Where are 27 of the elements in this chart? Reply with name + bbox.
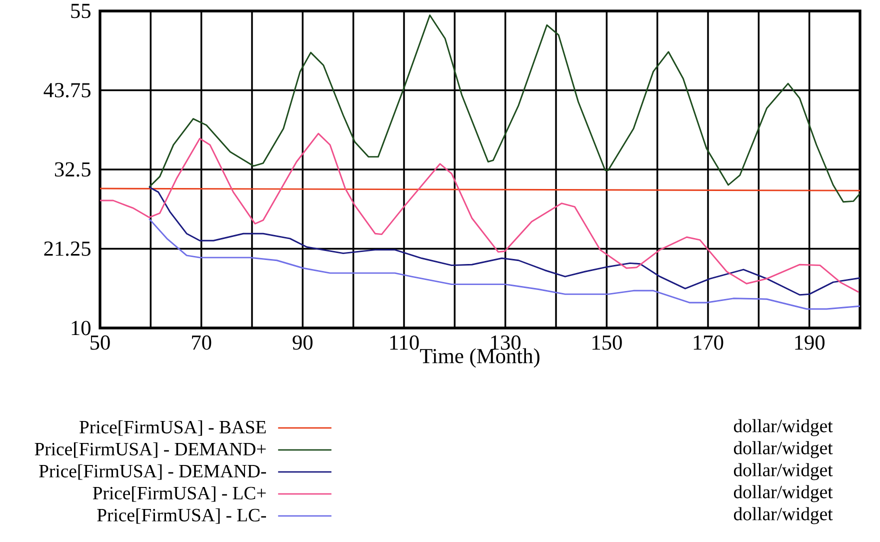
text: dollar/widget	[734, 485, 833, 502]
text: dollar/widget	[734, 463, 833, 480]
y-tick-label: 55	[71, 4, 90, 18]
text: dollar/widget	[734, 441, 833, 458]
legend-label: Price[FirmUSA] - LC+	[92, 486, 266, 502]
legend-label: Price[FirmUSA] - DEMAND-	[39, 464, 266, 480]
x-tick-label: 50	[90, 335, 110, 350]
text: dollar/widget	[734, 419, 833, 436]
y-tick-label: 10	[72, 320, 90, 336]
x-tick-label: 70	[192, 335, 212, 350]
line-series	[148, 14, 860, 203]
x-tick-label: 90	[292, 335, 313, 350]
x-tick-label: 110	[390, 335, 419, 350]
line-series	[148, 186, 860, 296]
x-tick-label: 150	[592, 335, 622, 350]
x-tick-label: 170	[694, 335, 724, 350]
legend-label: Price[FirmUSA] - BASE	[80, 420, 266, 436]
y-tick-label: 43.75	[44, 83, 90, 98]
y-tick-label: 32.5	[54, 162, 90, 177]
x-tick-label: 190	[795, 335, 825, 350]
x-tick-label: 130	[491, 335, 521, 350]
y-tick-label: 21.25	[44, 242, 90, 256]
x-axis-title: Time (Month)	[420, 348, 540, 368]
legend-label: Price[FirmUSA] - LC-	[97, 508, 266, 524]
line-series	[100, 132, 860, 293]
legend-label: Price[FirmUSA] - DEMAND+	[34, 442, 266, 458]
text: dollar/widget	[734, 507, 833, 524]
